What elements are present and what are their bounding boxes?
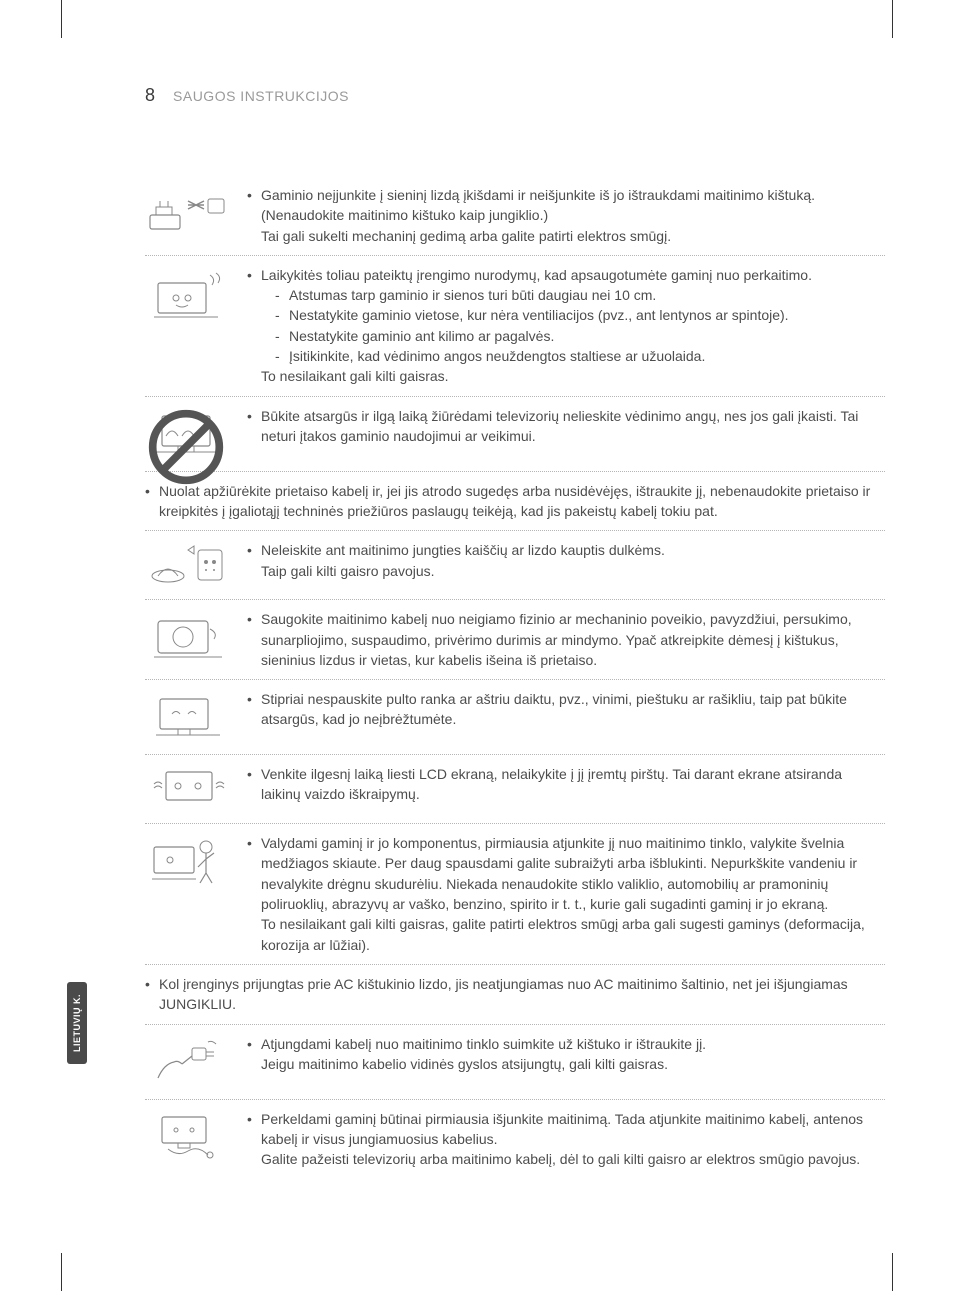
page-number: 8 xyxy=(145,85,155,106)
instruction-text: Jeigu maitinimo kabelio vidinės gyslos a… xyxy=(261,1056,668,1072)
instruction-text: Nuolat apžiūrėkite prietaiso kabelį ir, … xyxy=(145,481,885,522)
tv-wall-distance-icon xyxy=(145,265,233,325)
instruction-text: Taip gali kilti gaisro pavojus. xyxy=(261,563,435,579)
page-content: 8 SAUGOS INSTRUKCIJOS Gaminio neįjunkite… xyxy=(145,85,885,1178)
instruction-list: Gaminio neįjunkite į sieninį lizdą įkišd… xyxy=(145,176,885,1178)
instruction-text: Gaminio neįjunkite į sieninį lizdą įkišd… xyxy=(261,187,815,223)
instruction-row: Neleiskite ant maitinimo jungties kaišči… xyxy=(145,531,885,600)
instruction-text: Saugokite maitinimo kabelį nuo neigiamo … xyxy=(261,611,852,668)
tv-move-cables-icon xyxy=(145,1109,233,1165)
instruction-row: Valydami gaminį ir jo komponentus, pirmi… xyxy=(145,824,885,965)
instruction-row: Gaminio neįjunkite į sieninį lizdą įkišd… xyxy=(145,176,885,256)
prohibit-icon xyxy=(145,406,227,488)
instruction-text: To nesilaikant gali kilti gaisras, galit… xyxy=(261,916,865,952)
hand-unplug-icon xyxy=(145,1034,233,1090)
cable-bend-icon xyxy=(145,609,233,665)
instruction-text: Perkeldami gaminį būtinai pirmiausia išj… xyxy=(261,1111,863,1147)
section-title: SAUGOS INSTRUKCIJOS xyxy=(173,88,349,104)
instruction-text: Stipriai nespauskite pulto ranka ar aštr… xyxy=(261,691,847,727)
instruction-text: Kol įrenginys prijungtas prie AC kištuki… xyxy=(145,974,885,1015)
plug-switch-icon xyxy=(145,185,233,235)
page-header: 8 SAUGOS INSTRUKCIJOS xyxy=(145,85,885,106)
instruction-text: Venkite ilgesnį laiką liesti LCD ekraną,… xyxy=(261,766,842,802)
instruction-text: Tai gali sukelti mechaninį gedimą arba g… xyxy=(261,228,671,244)
plug-dust-icon xyxy=(145,540,233,590)
instruction-row: Kol įrenginys prijungtas prie AC kištuki… xyxy=(145,965,885,1025)
instruction-row: Nuolat apžiūrėkite prietaiso kabelį ir, … xyxy=(145,472,885,532)
language-tab: LIETUVIŲ K. xyxy=(67,982,87,1064)
tv-press-icon xyxy=(145,689,233,745)
instruction-row: Stipriai nespauskite pulto ranka ar aštr… xyxy=(145,680,885,755)
instruction-subtext: Nestatykite gaminio ant kilimo ar pagalv… xyxy=(275,326,885,346)
tv-clean-person-icon xyxy=(145,833,233,889)
instruction-subtext: Atstumas tarp gaminio ir sienos turi būt… xyxy=(275,285,885,305)
tv-vent-prohibit-icon xyxy=(145,406,233,462)
instruction-subtext: Įsitikinkite, kad vėdinimo angos neužden… xyxy=(275,346,885,366)
instruction-row: Būkite atsargūs ir ilgą laiką žiūrėdami … xyxy=(145,397,885,472)
instruction-row: Laikykitės toliau pateiktų įrengimo nuro… xyxy=(145,256,885,397)
instruction-text: Neleiskite ant maitinimo jungties kaišči… xyxy=(261,542,665,558)
instruction-subtext: Nestatykite gaminio vietose, kur nėra ve… xyxy=(275,305,885,325)
tv-touch-hands-icon xyxy=(145,764,233,814)
instruction-text: Laikykitės toliau pateiktų įrengimo nuro… xyxy=(261,267,812,283)
instruction-row: Venkite ilgesnį laiką liesti LCD ekraną,… xyxy=(145,755,885,824)
instruction-text: Būkite atsargūs ir ilgą laiką žiūrėdami … xyxy=(261,408,858,444)
instruction-text: Valydami gaminį ir jo komponentus, pirmi… xyxy=(261,835,857,912)
instruction-text: Atjungdami kabelį nuo maitinimo tinklo s… xyxy=(261,1036,706,1052)
instruction-row: Saugokite maitinimo kabelį nuo neigiamo … xyxy=(145,600,885,680)
instruction-text: To nesilaikant gali kilti gaisras. xyxy=(261,368,449,384)
instruction-text: Galite pažeisti televizorių arba maitini… xyxy=(261,1151,860,1167)
instruction-row: Perkeldami gaminį būtinai pirmiausia išj… xyxy=(145,1100,885,1179)
instruction-row: Atjungdami kabelį nuo maitinimo tinklo s… xyxy=(145,1025,885,1100)
